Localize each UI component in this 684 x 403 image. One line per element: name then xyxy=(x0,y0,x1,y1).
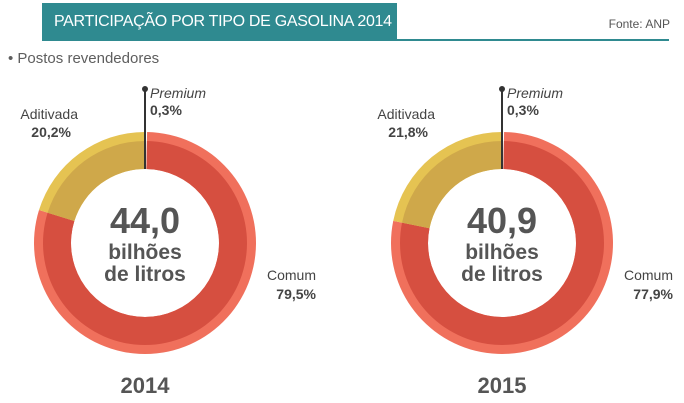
label-aditivada-name-2014: Aditivada xyxy=(20,106,78,122)
premium-marker-2014 xyxy=(142,86,148,92)
label-comum-name-2014: Comum xyxy=(267,267,316,283)
label-aditivada-name-2015: Aditivada xyxy=(377,106,435,122)
label-premium-name-2014: Premium xyxy=(150,85,206,101)
premium-marker-2015 xyxy=(499,86,505,92)
subtitle: • Postos revendedores xyxy=(8,50,160,67)
label-comum-value-2015: 77,9% xyxy=(633,286,673,302)
center-unit-line2-2015: de litros xyxy=(461,263,543,286)
label-aditivada-value-2015: 21,8% xyxy=(388,124,428,140)
label-aditivada-value-2014: 20,2% xyxy=(31,124,71,140)
slice-aditivada-inner-2014 xyxy=(47,141,145,222)
center-unit-line2-2014: de litros xyxy=(104,263,186,286)
year-label-2014: 2014 xyxy=(121,373,171,398)
center-value-2015: 40,9 xyxy=(467,200,537,241)
slice-aditivada-inner-2015 xyxy=(402,141,502,229)
year-label-2015: 2015 xyxy=(478,373,527,398)
label-comum-name-2015: Comum xyxy=(624,267,673,283)
title-bar: PARTICIPAÇÃO POR TIPO DE GASOLINA 2014 E… xyxy=(42,3,445,41)
header: PARTICIPAÇÃO POR TIPO DE GASOLINA 2014 E… xyxy=(0,3,684,41)
center-unit-line1-2014: bilhões xyxy=(108,241,182,264)
label-comum-value-2014: 79,5% xyxy=(276,286,316,302)
center-unit-line1-2015: bilhões xyxy=(465,241,539,264)
label-premium-value-2014: 0,3% xyxy=(150,102,182,118)
label-premium-value-2015: 0,3% xyxy=(507,102,539,118)
source-label: Fonte: ANP xyxy=(608,17,670,31)
label-premium-name-2015: Premium xyxy=(507,85,563,101)
chart-title: PARTICIPAÇÃO POR TIPO DE GASOLINA 2014 E… xyxy=(54,13,445,30)
header-rule xyxy=(42,39,669,41)
center-value-2014: 44,0 xyxy=(110,200,180,241)
